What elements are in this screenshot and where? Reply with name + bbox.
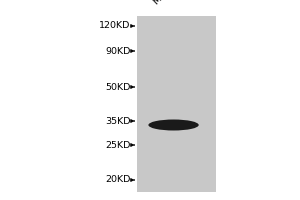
Text: 25KD: 25KD: [105, 140, 130, 149]
Text: 120KD: 120KD: [99, 21, 130, 30]
Bar: [136, 16, 216, 192]
Text: MCF-7: MCF-7: [152, 0, 179, 6]
Text: 35KD: 35KD: [105, 116, 130, 126]
Text: 90KD: 90KD: [105, 46, 130, 55]
Ellipse shape: [148, 119, 199, 130]
Text: 20KD: 20KD: [105, 176, 130, 184]
Text: 50KD: 50KD: [105, 83, 130, 92]
